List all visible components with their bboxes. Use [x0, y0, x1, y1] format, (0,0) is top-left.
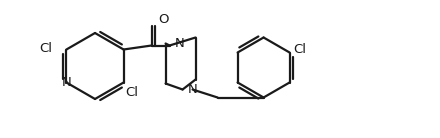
Text: N: N [62, 76, 71, 89]
Text: O: O [158, 13, 169, 26]
Text: Cl: Cl [293, 43, 307, 56]
Text: N: N [175, 37, 184, 50]
Text: Cl: Cl [125, 86, 139, 99]
Text: Cl: Cl [40, 42, 52, 55]
Text: N: N [187, 83, 197, 96]
